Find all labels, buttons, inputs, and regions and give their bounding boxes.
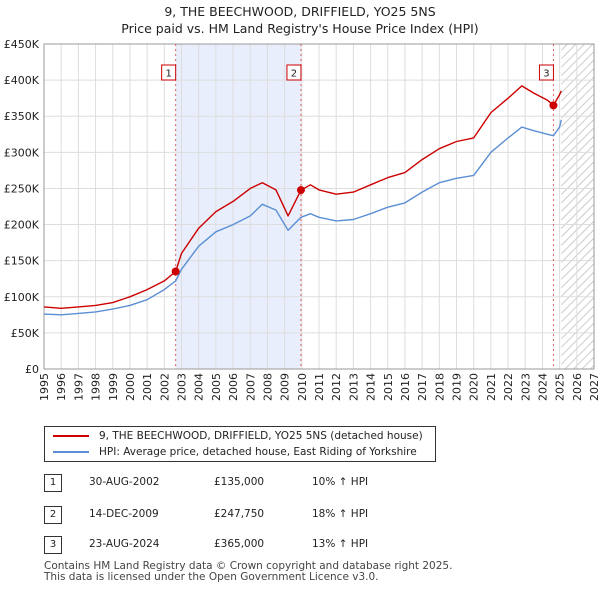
x-tick-label: 2004 (193, 373, 206, 401)
sale-number-label: 1 (165, 69, 171, 80)
shaded-period (175, 44, 301, 369)
sale-hpi-change: 18% ↑ HPI (312, 508, 369, 520)
footer-attribution: Contains HM Land Registry data © Crown c… (44, 561, 584, 583)
legend-label-property: 9, THE BEECHWOOD, DRIFFIELD, YO25 5NS (d… (99, 430, 423, 442)
x-tick-label: 2014 (365, 373, 378, 401)
sale-date: 23-AUG-2024 (89, 538, 160, 550)
x-tick-label: 2012 (330, 373, 343, 401)
property-series-line (43, 85, 562, 309)
x-tick-label: 1996 (55, 373, 68, 401)
y-tick-label: £150K (4, 255, 40, 268)
table-row: 2 14-DEC-2009 £247,750 18% ↑ HPI (44, 506, 584, 526)
sale-price: £365,000 (214, 538, 265, 550)
sale-date: 14-DEC-2009 (89, 508, 159, 520)
x-tick-label: 2003 (176, 373, 189, 401)
x-tick-label: 2022 (502, 373, 515, 401)
x-tick-label: 2017 (416, 373, 429, 401)
sale-number: 3 (44, 536, 62, 554)
y-tick-label: £250K (4, 182, 40, 195)
sale-number-label: 3 (543, 69, 549, 80)
sale-number: 1 (44, 474, 62, 492)
x-tick-label: 2000 (124, 373, 137, 401)
x-tick-label: 2009 (279, 373, 292, 401)
x-tick-label: 1995 (38, 373, 51, 401)
legend: 9, THE BEECHWOOD, DRIFFIELD, YO25 5NS (d… (44, 426, 436, 462)
sale-number-box (286, 64, 302, 81)
y-tick-label: £200K (4, 219, 40, 232)
sale-number-box (161, 64, 177, 81)
x-tick-label: 2001 (141, 373, 154, 401)
x-tick-label: 2008 (261, 373, 274, 401)
sale-price: £247,750 (214, 508, 265, 520)
x-tick-label: 2011 (313, 373, 326, 401)
x-tick-label: 2006 (227, 373, 240, 401)
sale-point (171, 267, 180, 276)
legend-label-hpi: HPI: Average price, detached house, East… (99, 446, 417, 458)
x-tick-label: 2023 (519, 373, 532, 401)
price-chart: 1 2 3 £0 £50K £100K £150K £200K £250K £300K £350K £… (4, 38, 600, 401)
plot-frame (43, 43, 595, 370)
x-tick-label: 1997 (72, 373, 85, 401)
x-tick-label: 2018 (433, 373, 446, 401)
sale-point (549, 101, 558, 110)
sale-point (296, 186, 305, 195)
legend-item-property: 9, THE BEECHWOOD, DRIFFIELD, YO25 5NS (d… (53, 428, 423, 444)
sale-date: 30-AUG-2002 (89, 476, 160, 488)
sale-number-label: 2 (291, 69, 297, 80)
table-row: 1 30-AUG-2002 £135,000 10% ↑ HPI (44, 474, 584, 494)
y-tick-label: £0 (25, 363, 39, 376)
y-tick-label: £450K (4, 38, 40, 51)
y-tick-label: £300K (4, 146, 40, 159)
sale-number: 2 (44, 506, 62, 524)
footer-line-1: Contains HM Land Registry data © Crown c… (44, 560, 453, 572)
title-line-1: 9, THE BEECHWOOD, DRIFFIELD, YO25 5NS (164, 4, 436, 19)
y-tick-label: £100K (4, 291, 40, 304)
x-tick-label: 2002 (158, 373, 171, 401)
x-tick-label: 2027 (588, 373, 600, 401)
table-row: 3 23-AUG-2024 £365,000 13% ↑ HPI (44, 536, 584, 556)
x-tick-label: 2016 (399, 373, 412, 401)
x-tick-label: 2010 (296, 373, 309, 401)
hpi-series-line (43, 119, 562, 316)
forecast-hatch (561, 44, 594, 369)
legend-item-hpi: HPI: Average price, detached house, East… (53, 444, 417, 460)
legend-swatch-blue (53, 451, 89, 453)
x-tick-label: 2019 (451, 373, 464, 401)
x-tick-label: 2005 (210, 373, 223, 401)
legend-swatch-red (53, 435, 89, 437)
sale-price: £135,000 (214, 476, 265, 488)
y-tick-label: £400K (4, 74, 40, 87)
sale-hpi-change: 13% ↑ HPI (312, 538, 369, 550)
title-line-2: Price paid vs. HM Land Registry's House … (121, 21, 479, 36)
x-tick-label: 2026 (571, 373, 584, 401)
y-tick-label: £50K (11, 327, 40, 340)
x-tick-label: 2013 (347, 373, 360, 401)
footer-line-2: This data is licensed under the Open Gov… (44, 571, 379, 583)
x-tick-label: 2024 (536, 373, 549, 401)
x-tick-label: 2007 (244, 373, 257, 401)
x-tick-label: 2025 (554, 373, 567, 401)
sale-hpi-change: 10% ↑ HPI (312, 476, 369, 488)
y-tick-label: £350K (4, 110, 40, 123)
chart-title: 9, THE BEECHWOOD, DRIFFIELD, YO25 5NS Pr… (0, 3, 600, 37)
x-tick-label: 2020 (468, 373, 481, 401)
x-tick-label: 2015 (382, 373, 395, 401)
x-tick-label: 2021 (485, 373, 498, 401)
x-tick-label: 1999 (107, 373, 120, 401)
sale-number-box (538, 64, 554, 81)
x-tick-label: 1998 (90, 373, 103, 401)
